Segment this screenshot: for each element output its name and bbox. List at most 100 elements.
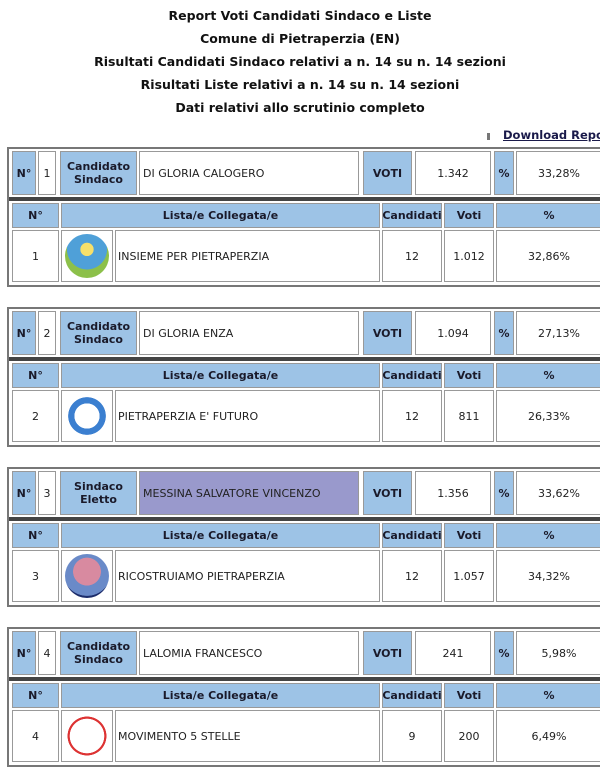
col-n: N°: [12, 363, 59, 388]
candidate-row: N° 1 Candidato Sindaco DI GLORIA CALOGERO VOT…: [9, 149, 600, 201]
list-candidati: 12: [382, 550, 442, 602]
col-voti: Voti: [444, 523, 494, 548]
candidate-row: N° 2 Candidato Sindaco DI GLORIA ENZA VOTI 1.0…: [9, 309, 600, 361]
candidate-number: 1: [38, 151, 56, 195]
col-candidati: Candidati: [382, 363, 442, 388]
n-label: N°: [12, 631, 36, 675]
col-lista: Lista/e Collegata/e: [61, 203, 380, 228]
candidate-votes: 1.356: [415, 471, 491, 515]
list-pct: 26,33%: [496, 390, 600, 442]
role-text: Candidato Sindaco: [66, 320, 131, 346]
candidate-role: Candidato Sindaco: [60, 631, 137, 675]
candidate-block: N° 1 Candidato Sindaco DI GLORIA CALOGERO VOT…: [7, 147, 600, 287]
candidate-pct: 27,13%: [516, 311, 600, 355]
list-name: PIETRAPERZIA E' FUTURO: [115, 390, 380, 442]
download-icon: [487, 133, 497, 139]
candidate-votes: 1.342: [415, 151, 491, 195]
scrutinio-status: Dati relativi allo scrutinio completo: [175, 100, 425, 115]
insieme-per-pietraperzia-logo-icon: [65, 234, 109, 278]
list-pct: 34,32%: [496, 550, 600, 602]
col-pct: %: [496, 683, 600, 708]
col-candidati: Candidati: [382, 683, 442, 708]
n-label: N°: [12, 311, 36, 355]
col-pct: %: [496, 363, 600, 388]
list-name: RICOSTRUIAMO PIETRAPERZIA: [115, 550, 380, 602]
role-text: Candidato Sindaco: [66, 640, 131, 666]
candidate-number: 3: [38, 471, 56, 515]
candidate-number: 2: [38, 311, 56, 355]
candidate-role: Candidato Sindaco: [60, 151, 137, 195]
pct-label: %: [494, 311, 514, 355]
candidate-role: Sindaco Eletto: [60, 471, 137, 515]
voti-label: VOTI: [363, 471, 412, 515]
col-voti: Voti: [444, 363, 494, 388]
lists-table: N° Lista/e Collegata/e Candidati Voti% 4 MOVI…: [9, 681, 600, 765]
col-n: N°: [12, 523, 59, 548]
candidate-votes: 1.094: [415, 311, 491, 355]
col-lista: Lista/e Collegata/e: [61, 523, 380, 548]
col-candidati: Candidati: [382, 203, 442, 228]
list-pct: 6,49%: [496, 710, 600, 762]
list-voti: 1.012: [444, 230, 494, 282]
voti-label: VOTI: [363, 151, 412, 195]
role-text: Candidato Sindaco: [66, 160, 131, 186]
candidate-number: 4: [38, 631, 56, 675]
col-voti: Voti: [444, 683, 494, 708]
col-pct: %: [496, 203, 600, 228]
n-label: N°: [12, 471, 36, 515]
n-label: N°: [12, 151, 36, 195]
list-candidati: 9: [382, 710, 442, 762]
col-voti: Voti: [444, 203, 494, 228]
candidate-row: N° 3 Sindaco Eletto MESSINA SALVATORE VINCEN…: [9, 469, 600, 521]
pct-label: %: [494, 471, 514, 515]
pct-label: %: [494, 631, 514, 675]
list-pct: 32,86%: [496, 230, 600, 282]
candidate-role: Candidato Sindaco: [60, 311, 137, 355]
candidate-name: LALOMIA FRANCESCO: [139, 631, 359, 675]
list-number: 3: [12, 550, 59, 602]
col-n: N°: [12, 203, 59, 228]
list-candidati: 12: [382, 390, 442, 442]
candidate-name: DI GLORIA CALOGERO: [139, 151, 359, 195]
voti-label: VOTI: [363, 631, 412, 675]
ricostruiamo-pietraperzia-logo-icon: [65, 554, 109, 598]
download-report-link[interactable]: Download Report: [503, 128, 600, 142]
candidate-row: N° 4 Candidato Sindaco LALOMIA FRANCESCO VOTI…: [9, 629, 600, 681]
pct-label: %: [494, 151, 514, 195]
list-candidati: 12: [382, 230, 442, 282]
liste-sections: Risultati Liste relativi a n. 14 su n. 1…: [140, 77, 460, 92]
sindaco-sections: Risultati Candidati Sindaco relativi a n…: [94, 54, 506, 69]
lists-table: N° Lista/e Collegata/e Candidati Voti% 2 PIET…: [9, 361, 600, 445]
list-logo-cell: [61, 230, 113, 282]
list-number: 2: [12, 390, 59, 442]
list-voti: 200: [444, 710, 494, 762]
list-number: 4: [12, 710, 59, 762]
comune-title: Comune di Pietraperzia (EN): [200, 31, 400, 46]
col-candidati: Candidati: [382, 523, 442, 548]
list-voti: 1.057: [444, 550, 494, 602]
col-pct: %: [496, 523, 600, 548]
list-logo-cell: [61, 710, 113, 762]
candidate-votes: 241: [415, 631, 491, 675]
candidate-pct: 33,62%: [516, 471, 600, 515]
movimento-5-stelle-logo-icon: [65, 714, 109, 758]
lists-table: N° Lista/e Collegata/e Candidati Voti% 3 RICO…: [9, 521, 600, 605]
list-number: 1: [12, 230, 59, 282]
col-n: N°: [12, 683, 59, 708]
list-name: MOVIMENTO 5 STELLE: [115, 710, 380, 762]
candidate-pct: 5,98%: [516, 631, 600, 675]
voti-label: VOTI: [363, 311, 412, 355]
list-logo-cell: [61, 550, 113, 602]
role-text: Sindaco Eletto: [74, 480, 123, 506]
report-header: Report Voti Candidati Sindaco e Liste Co…: [0, 4, 600, 119]
candidate-block: N° 4 Candidato Sindaco LALOMIA FRANCESCO VOTI…: [7, 627, 600, 767]
pietraperzia-e-futuro-logo-icon: [65, 394, 109, 438]
candidate-name: DI GLORIA ENZA: [139, 311, 359, 355]
candidate-block: N° 2 Candidato Sindaco DI GLORIA ENZA VOTI 1.0…: [7, 307, 600, 447]
col-lista: Lista/e Collegata/e: [61, 363, 380, 388]
download-report[interactable]: Download Report: [487, 128, 600, 142]
candidate-block: N° 3 Sindaco Eletto MESSINA SALVATORE VINCEN…: [7, 467, 600, 607]
report-title: Report Voti Candidati Sindaco e Liste: [168, 8, 432, 23]
candidate-name: MESSINA SALVATORE VINCENZO: [139, 471, 359, 515]
candidate-pct: 33,28%: [516, 151, 600, 195]
